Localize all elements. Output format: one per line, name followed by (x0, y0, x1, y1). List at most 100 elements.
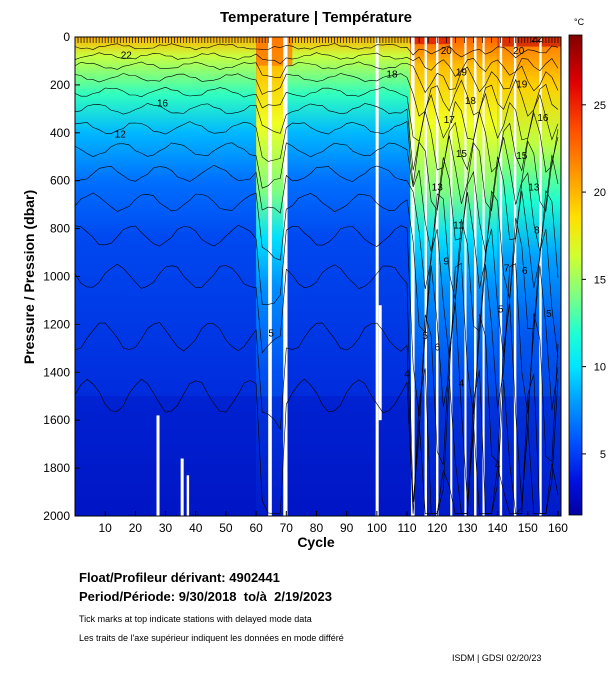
field-segment-2 (286, 37, 411, 516)
note-french: Les traits de l'axe supérieur indiquent … (79, 633, 344, 643)
isotherm-1 (75, 52, 559, 77)
x-tick-label-8: 90 (340, 521, 354, 535)
colorbar-tick-label-1: 10 (594, 362, 606, 374)
contour-label-6: 18 (465, 96, 477, 107)
y-tick-label-0: 0 (63, 30, 70, 44)
contour-label-20: 15 (516, 151, 528, 162)
warm-surface-c (497, 37, 561, 47)
y-tick-label-9: 1800 (43, 461, 70, 475)
data-gap-14 (180, 458, 184, 516)
x-axis-label: Cycle (297, 534, 335, 550)
isotherm-12 (75, 322, 559, 514)
warm-surface-b (410, 37, 453, 45)
contour-label-5: 19 (456, 67, 468, 78)
contour-label-25: 7 (504, 264, 510, 275)
y-tick-label-10: 2000 (43, 509, 70, 523)
contour-label-13: 6 (434, 343, 440, 354)
period-line: Period/Période: 9/30/2018 to/à 2/19/2023 (79, 589, 332, 604)
isotherm-3 (75, 73, 559, 117)
y-tick-label-6: 1200 (43, 317, 70, 331)
data-gap-2 (375, 37, 379, 516)
period-range: 9/30/2018 to/à 2/19/2023 (178, 589, 332, 604)
x-tick-label-12: 130 (457, 521, 477, 535)
x-tick-label-4: 50 (219, 521, 233, 535)
x-tick-label-2: 30 (159, 521, 173, 535)
contour-label-0: 22 (121, 51, 133, 62)
contour-label-10: 11 (453, 221, 464, 232)
x-tick-label-3: 40 (189, 521, 203, 535)
y-tick-label-1: 200 (50, 78, 70, 92)
contour-label-9: 13 (432, 182, 444, 193)
isotherm-9 (75, 192, 559, 359)
isotherm-7 (75, 142, 559, 253)
x-tick-label-10: 110 (397, 521, 416, 535)
temperature-field (75, 37, 561, 516)
contour-label-17: 5 (268, 328, 274, 339)
data-gap-3 (410, 37, 415, 516)
contour-label-7: 17 (444, 115, 456, 126)
contour-label-8: 15 (456, 149, 468, 160)
x-tick-label-5: 60 (249, 521, 263, 535)
contour-label-2: 12 (115, 130, 127, 141)
contour-label-15: 4 (459, 379, 465, 390)
colorbar (568, 34, 583, 516)
data-gap-6 (450, 37, 453, 516)
x-tick-label-14: 150 (518, 521, 538, 535)
float-id: 4902441 (229, 570, 280, 585)
delayed-mode-ticks (77, 37, 559, 43)
contour-label-27: 20 (513, 46, 525, 57)
colorbar-tick-label-0: 5 (600, 449, 606, 461)
data-gap-0 (268, 37, 272, 516)
contour-label-4: 20 (441, 46, 453, 57)
y-tick-label-3: 600 (50, 174, 70, 188)
x-axis: 10 20 30 40 50 60 70 80 90 100 110 120 130 140 150 160 (99, 511, 568, 535)
y-axis-label: Pressure / Pression (dbar) (21, 190, 37, 364)
data-gap-7 (464, 37, 467, 516)
y-tick-label-5: 1000 (43, 270, 70, 284)
isotherm-0 (75, 43, 559, 59)
float-line: Float/Profileur dérivant: 4902441 (79, 570, 280, 585)
contour-label-22: 8 (534, 225, 540, 236)
float-label: Float/Profileur dérivant: (79, 570, 226, 585)
x-tick-label-7: 80 (310, 521, 324, 535)
period-label: Period/Période: (79, 589, 176, 604)
data-gap-5 (436, 37, 439, 516)
x-tick-label-11: 120 (427, 521, 447, 535)
isotherm-5 (75, 103, 559, 173)
isotherm-8 (75, 164, 559, 301)
contour-label-1: 16 (157, 98, 169, 109)
x-tick-label-13: 140 (488, 521, 508, 535)
y-tick-label-4: 800 (50, 222, 70, 236)
isotherm-11 (75, 263, 559, 504)
contour-label-24: 5 (546, 309, 552, 320)
contour-label-14: 5 (422, 331, 428, 342)
x-tick-label-6: 70 (280, 521, 294, 535)
contour-label-23: 6 (522, 266, 528, 277)
colorbar-tick-label-4: 25 (594, 100, 606, 112)
colorbar-tick-label-3: 20 (594, 187, 606, 199)
y-tick-label-2: 400 (50, 126, 70, 140)
field-segment-4 (497, 37, 561, 516)
isotherm-13 (75, 378, 559, 514)
field-segment-0 (75, 37, 257, 516)
data-gap-4 (424, 37, 427, 516)
contour-label-26: 4 (495, 460, 501, 471)
colorbar-unit: °C (574, 17, 585, 27)
data-gap-15 (186, 475, 190, 516)
data-gap-12 (539, 37, 542, 516)
x-tick-label-0: 10 (99, 521, 113, 535)
data-gap-11 (513, 37, 517, 516)
note-english: Tick marks at top indicate stations with… (79, 614, 312, 624)
data-gap-16 (378, 305, 382, 421)
data-gap-8 (474, 37, 477, 516)
isotherm-10 (75, 224, 559, 417)
contour-label-18: 19 (516, 79, 528, 90)
contour-label-11: 9 (444, 257, 450, 268)
x-tick-label-15: 160 (548, 521, 568, 535)
credit-line: ISDM | GDSI 02/20/23 (452, 653, 542, 663)
contour-label-3: 18 (386, 70, 398, 81)
data-gap-13 (156, 415, 160, 516)
contour-label-16: 4 (404, 369, 410, 380)
y-tick-label-7: 1400 (43, 365, 70, 379)
